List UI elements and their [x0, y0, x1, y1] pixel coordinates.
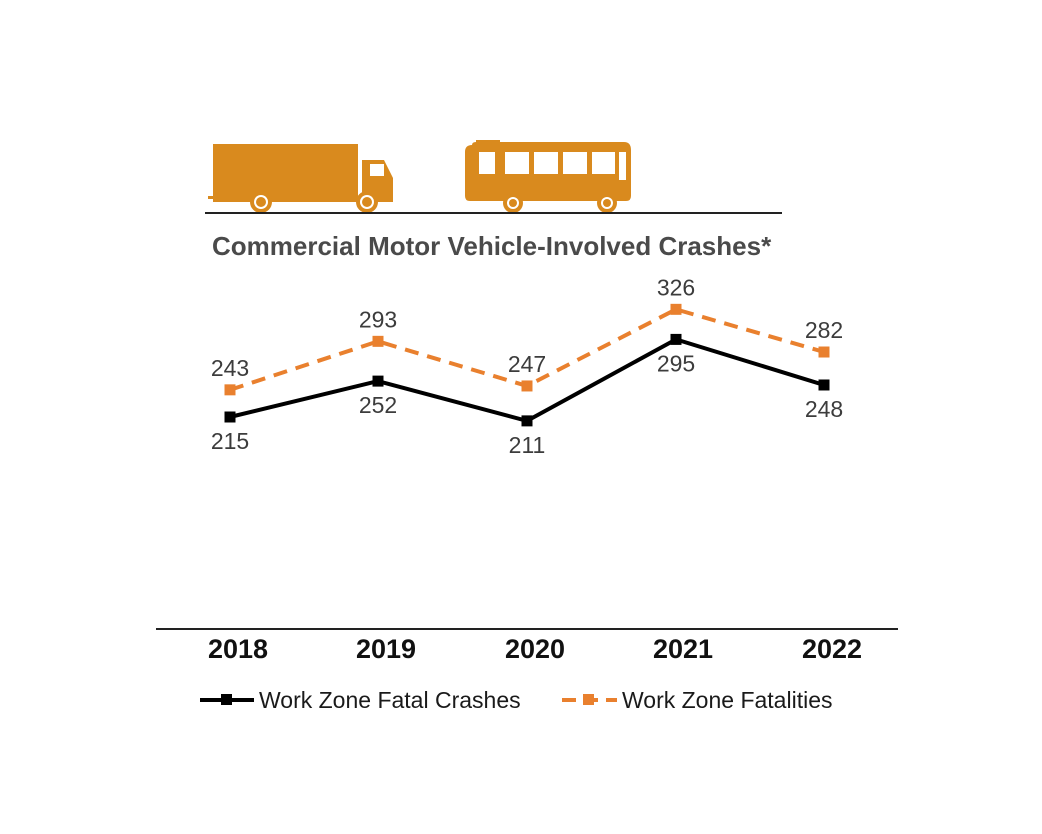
data-label-crashes-2020: 211	[509, 432, 546, 458]
data-label-fatalities-2021: 326	[657, 274, 695, 300]
series-work-zone-fatalities	[224, 303, 830, 396]
point-fatalities-2022	[818, 346, 830, 358]
data-label-crashes-2022: 248	[805, 396, 843, 422]
legend: Work Zone Fatal Crashes Work Zone Fatali…	[200, 687, 832, 713]
x-tick-2021: 2021	[653, 634, 713, 664]
point-fatalities-2021	[670, 303, 682, 315]
chart-title: Commercial Motor Vehicle-Involved Crashe…	[212, 231, 772, 261]
legend-marker-crashes	[221, 694, 232, 705]
series-line-fatalities	[229, 307, 825, 392]
point-crashes-2019	[372, 375, 384, 387]
x-tick-2018: 2018	[208, 634, 268, 664]
legend-label-fatalities: Work Zone Fatalities	[622, 687, 832, 713]
bus-icon	[465, 140, 631, 213]
x-tick-2019: 2019	[356, 634, 416, 664]
point-crashes-2021	[670, 333, 682, 345]
data-label-fatalities-2019: 293	[359, 306, 397, 332]
point-crashes-2018	[224, 411, 236, 423]
legend-item-crashes: Work Zone Fatal Crashes	[200, 687, 521, 713]
box-truck-icon	[208, 144, 393, 213]
data-label-crashes-2019: 252	[359, 392, 397, 418]
data-labels: 215 252 211 295 248 243 293 247 326 282	[211, 274, 843, 458]
data-label-fatalities-2022: 282	[805, 317, 843, 343]
point-crashes-2022	[818, 379, 830, 391]
data-label-crashes-2018: 215	[211, 428, 249, 454]
series-work-zone-fatal-crashes	[224, 333, 830, 427]
point-crashes-2020	[521, 415, 533, 427]
legend-item-fatalities: Work Zone Fatalities	[562, 687, 832, 713]
x-axis-ticks: 2018 2019 2020 2021 2022	[208, 634, 862, 664]
data-label-crashes-2021: 295	[657, 350, 695, 376]
point-fatalities-2018	[224, 384, 236, 396]
legend-marker-fatalities	[583, 694, 594, 705]
x-tick-2022: 2022	[802, 634, 862, 664]
legend-label-crashes: Work Zone Fatal Crashes	[259, 687, 521, 713]
point-fatalities-2019	[372, 335, 384, 347]
point-fatalities-2020	[521, 380, 533, 392]
x-tick-2020: 2020	[505, 634, 565, 664]
data-label-fatalities-2018: 243	[211, 355, 249, 381]
data-label-fatalities-2020: 247	[508, 351, 546, 377]
